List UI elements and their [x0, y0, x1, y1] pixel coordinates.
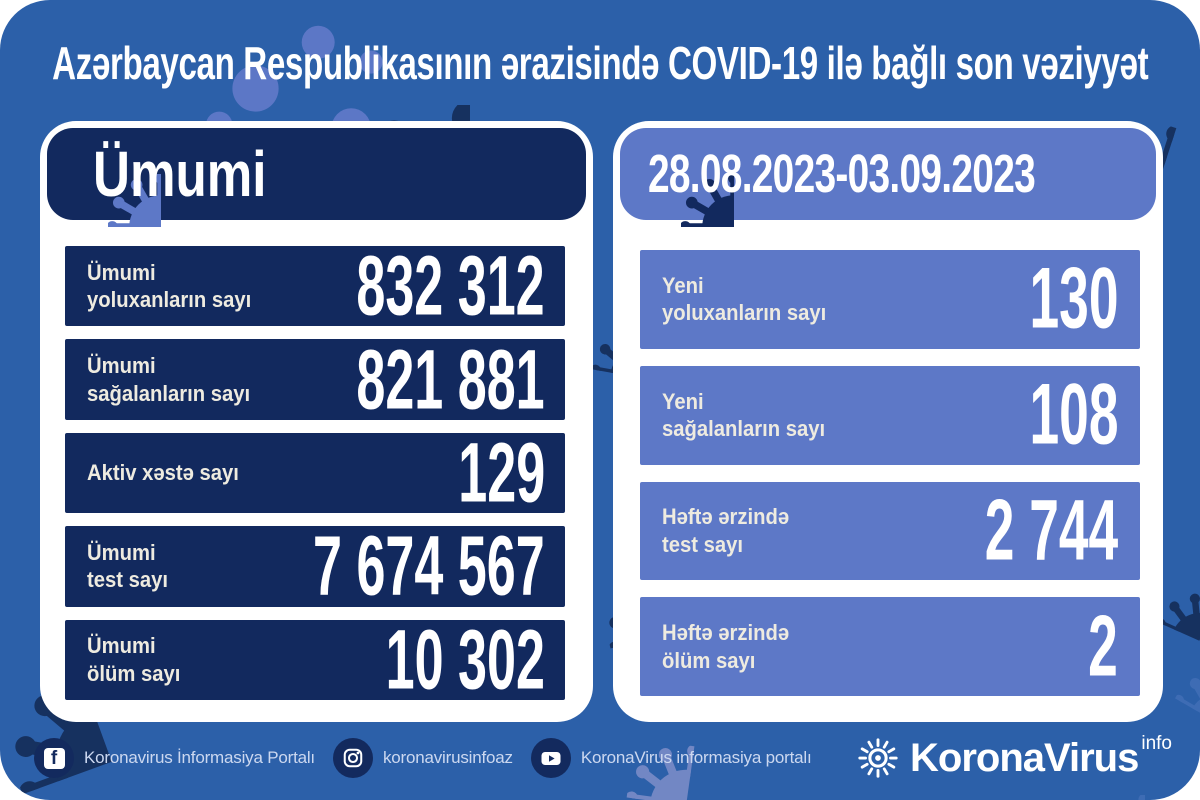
youtube-label: KoronaVirus informasiya portalı	[580, 748, 812, 767]
instagram-icon	[332, 738, 373, 778]
stat-row-total-tests: Ümumi test sayı 7 674 567	[65, 519, 565, 613]
facebook-icon: f	[34, 738, 74, 778]
virus-logo-icon	[858, 738, 898, 778]
stat-label: Yeni yoluxanların sayı	[662, 272, 827, 326]
totals-rows: Ümumi yoluxanların sayı 832 312 Ümumi sa…	[65, 239, 565, 706]
stat-value: 821 881	[356, 332, 545, 427]
date-range: 28.08.2023-03.09.2023	[648, 144, 1036, 204]
stat-row-new-recovered: Yeni sağalanların sayı 108	[640, 365, 1140, 465]
footer: f Koronavirus İnformasiya Portalı korona…	[0, 720, 1200, 800]
logo-text: KoronaVirus	[910, 735, 1139, 780]
stat-value: 129	[458, 425, 545, 520]
stat-label: Ümumi test sayı	[87, 539, 169, 593]
instagram-handle: koronavirusinfoaz	[332, 738, 513, 778]
weekly-panel-header: 28.08.2023-03.09.2023	[620, 128, 1156, 220]
totals-panel-header: Ümumi	[47, 128, 586, 220]
totals-panel: Ümumi Ümumi yoluxanların sayı 832 312 Üm…	[40, 121, 593, 722]
stat-label: Ümumi sağalanların sayı	[87, 353, 251, 406]
stat-label: Ümumi ölüm sayı	[87, 633, 181, 686]
stat-label: Həftə ərzində test sayı	[662, 504, 790, 557]
stat-row-total-infections: Ümumi yoluxanların sayı 832 312	[65, 239, 565, 333]
totals-title: Ümumi	[93, 138, 267, 210]
youtube-handle: KoronaVirus informasiya portalı	[530, 738, 812, 778]
page-title-text: Azərbaycan Respublikasının ərazisində CO…	[51, 37, 1149, 89]
stat-row-total-recovered: Ümumi sağalanların sayı 821 881	[65, 332, 565, 426]
weekly-panel: 28.08.2023-03.09.2023 Yeni yoluxanların …	[613, 121, 1163, 722]
stat-label: Ümumi yoluxanların sayı	[87, 259, 252, 313]
stat-row-active-cases: Aktiv xəstə sayı 129	[65, 426, 565, 520]
koronavirus-logo: KoronaVirus info	[855, 733, 1172, 781]
stat-row-new-infections: Yeni yoluxanların sayı 130	[640, 250, 1140, 349]
stat-label: Yeni sağalanların sayı	[662, 388, 826, 442]
stat-value: 108	[1029, 366, 1118, 463]
instagram-label: koronavirusinfoaz	[382, 748, 513, 767]
stat-value: 7 674 567	[313, 518, 545, 613]
stat-value: 2 744	[984, 482, 1118, 579]
logo-suffix: info	[1141, 733, 1172, 754]
stat-value: 10 302	[385, 612, 545, 707]
stat-value: 2	[1088, 598, 1118, 695]
stat-value: 130	[1029, 250, 1118, 347]
stat-row-weekly-tests: Həftə ərzində test sayı 2 744	[640, 481, 1140, 581]
facebook-handle: f Koronavirus İnformasiya Portalı	[34, 738, 315, 778]
page-title: Azərbaycan Respublikasının ərazisində CO…	[0, 36, 1200, 90]
facebook-label: Koronavirus İnformasiya Portalı	[84, 748, 315, 767]
stat-value: 832 312	[356, 238, 545, 333]
youtube-icon	[530, 738, 571, 778]
stat-label: Həftə ərzində ölüm sayı	[662, 620, 790, 673]
stat-label: Aktiv xəstə sayı	[87, 460, 239, 486]
stat-row-total-deaths: Ümumi ölüm sayı 10 302	[65, 612, 565, 706]
stat-row-weekly-deaths: Həftə ərzində ölüm sayı 2	[640, 597, 1140, 696]
weekly-rows: Yeni yoluxanların sayı 130 Yeni sağalanl…	[640, 250, 1140, 696]
